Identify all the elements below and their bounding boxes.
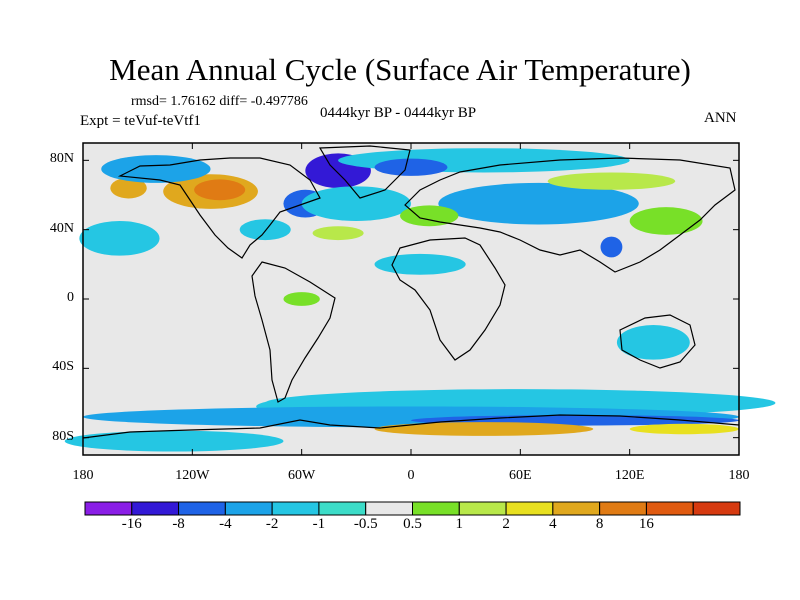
colorbar-label: -0.5 [353, 516, 378, 532]
anomaly-alaska-warm [110, 177, 147, 199]
anomaly-china-cold [600, 236, 623, 258]
coastline-greenland [318, 145, 411, 199]
stats-line: rmsd= 1.76162 diff= -0.497786 [131, 94, 308, 109]
colorbar-swatch [505, 501, 554, 516]
anomaly-siberia-warm [547, 172, 676, 190]
colorbar-swatch [131, 501, 180, 516]
lon-tick-label: 60W [288, 468, 316, 483]
lon-tick-label: 180 [72, 468, 94, 483]
colorbar-swatch [599, 501, 647, 516]
anomaly-antarctica-warm [374, 422, 594, 436]
coastline-antarctica [82, 414, 740, 439]
anomaly-antarctica-cool [64, 430, 284, 452]
colorbar-swatch [178, 501, 226, 516]
anomaly-east-asia-warm [629, 207, 703, 235]
colorbar-label: 8 [595, 516, 604, 532]
anomaly-us-east-cool [239, 219, 291, 241]
period-line: 0444kyr BP - 0444kyr BP [320, 105, 477, 121]
colorbar-swatch [552, 501, 601, 516]
colorbar-label: -16 [121, 516, 142, 532]
anomaly-north-atlantic-cool [301, 186, 412, 222]
lat-tick-label: 0 [67, 290, 74, 305]
colorbar-label: 2 [502, 516, 510, 532]
anomaly-beaufort-cool [101, 155, 211, 183]
season-label: ANN [704, 110, 737, 126]
experiment-line: Expt = teVuf-teVtf1 [80, 113, 201, 129]
colorbar-label: -8 [172, 516, 185, 532]
anomaly-australia-cool [616, 325, 690, 360]
colorbar-swatch [224, 501, 273, 516]
anomaly-amazon-warm [283, 292, 320, 306]
colorbar-label: -1 [312, 516, 326, 532]
lon-tick-label: 120W [175, 468, 210, 483]
anomaly-atlantic-warm [312, 226, 364, 241]
lat-tick-label: 80S [52, 428, 74, 444]
lon-tick-label: 120E [614, 468, 645, 483]
anomaly-canada-warm-core [194, 179, 246, 201]
coastline-south-america [251, 261, 336, 403]
coastline-north-america [117, 157, 321, 259]
colorbar-swatch [458, 501, 507, 516]
lon-tick-label: 180 [728, 468, 750, 483]
colorbar-swatch [412, 501, 460, 516]
axis-ticks [82, 143, 740, 455]
colorbar-swatch [271, 501, 320, 516]
coastline-australia [619, 314, 696, 369]
lat-tick-label: 40S [52, 359, 74, 375]
anomaly-pacific-cool [79, 221, 160, 256]
lon-tick-label: 0 [407, 468, 415, 483]
colorbar-label: 16 [638, 516, 654, 532]
anomaly-antarctica-warm-b [629, 423, 739, 435]
coastline-eurasia [404, 157, 736, 273]
colorbar-label: -2 [265, 516, 279, 532]
lat-tick-label: 80N [49, 151, 74, 167]
anomaly-layer [64, 148, 776, 452]
anomaly-eurasia-cool [438, 182, 639, 225]
chart-title: Mean Annual Cycle (Surface Air Temperatu… [109, 52, 691, 87]
colorbar-swatch [692, 501, 741, 516]
coastline-africa [391, 237, 506, 361]
anomaly-barents-cold [374, 158, 448, 176]
colorbar-swatch [318, 501, 367, 516]
colorbar-label: -4 [219, 516, 232, 532]
anomaly-europe-warm [400, 205, 459, 227]
colorbar-swatch [365, 501, 414, 516]
coastlines [82, 145, 740, 439]
colorbar [84, 501, 741, 516]
colorbar-label: 0.5 [403, 516, 422, 532]
lat-tick-label: 40N [49, 220, 74, 236]
colorbar-swatch [645, 501, 694, 516]
colorbar-label: 1 [455, 516, 464, 532]
colorbar-label: 4 [549, 516, 557, 532]
anomaly-sahara-cool [374, 253, 466, 275]
lon-tick-label: 60E [509, 468, 532, 483]
colorbar-swatch [84, 501, 133, 516]
